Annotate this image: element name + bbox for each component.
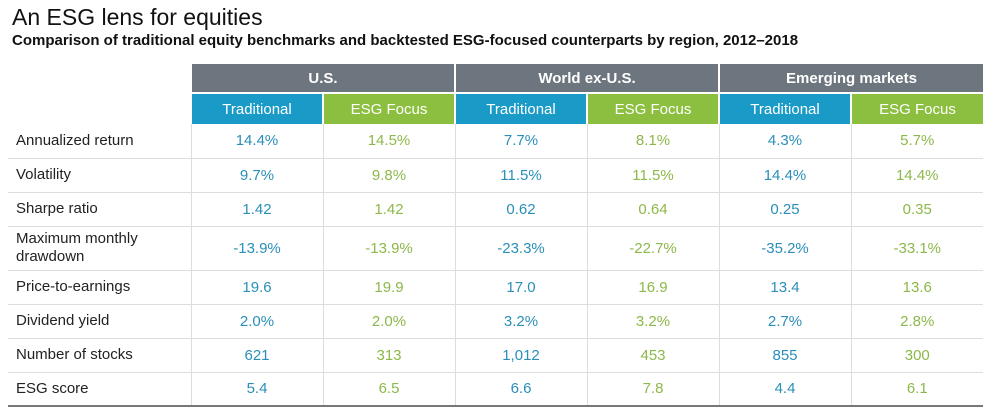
region-header-em: Emerging markets (718, 64, 983, 93)
table-cell: 13.4 (718, 270, 851, 304)
table-cell: 14.4% (850, 158, 983, 192)
row-label: Volatility (16, 166, 72, 183)
table-cell: 6.1 (850, 372, 983, 406)
table-cell: 7.8 (586, 372, 719, 406)
table-row: Sharpe ratio 1.42 1.42 0.62 0.64 0.25 0.35 (8, 192, 983, 226)
table-row: Maximum monthly drawdown -13.9% -13.9% -23.… (8, 226, 983, 270)
table-cell: 4.4 (718, 372, 851, 406)
table-row: Price-to-earnings 19.6 19.9 17.0 16.9 13.4 13.… (8, 270, 983, 304)
table-cell: 9.8% (322, 158, 455, 192)
table-cell: 453 (586, 338, 719, 372)
row-label: Price-to-earnings (16, 278, 131, 295)
table-cell: -22.7% (586, 226, 719, 270)
table-cell: -13.9% (322, 226, 455, 270)
row-label: Number of stocks (16, 346, 133, 363)
table-cell: 17.0 (454, 270, 587, 304)
table-cell: 4.3% (718, 124, 851, 158)
table-cell: 2.0% (322, 304, 455, 338)
table-cell: 0.64 (586, 192, 719, 226)
table-row: Dividend yield 2.0% 2.0% 3.2% 3.2% 2.7% 2.8% (8, 304, 983, 338)
page-subtitle: Comparison of traditional equity benchma… (12, 32, 799, 49)
table-row: Volatility 9.7% 9.8% 11.5% 11.5% 14.4% 14.4% (8, 158, 983, 192)
table-cell: -35.2% (718, 226, 851, 270)
region-header-world: World ex-U.S. (454, 64, 719, 93)
table-cell: 13.6 (850, 270, 983, 304)
table-cell: 2.7% (718, 304, 851, 338)
subheader-esg-focus: ESG Focus (850, 92, 983, 124)
subheader-traditional: Traditional (190, 92, 323, 124)
table-cell: -13.9% (190, 226, 323, 270)
table-cell: -23.3% (454, 226, 587, 270)
table-cell: 14.4% (718, 158, 851, 192)
subheader-esg-focus: ESG Focus (586, 92, 719, 124)
table-cell: 14.4% (190, 124, 323, 158)
table-cell: 0.25 (718, 192, 851, 226)
row-label: ESG score (16, 379, 89, 397)
table-row: Number of stocks 621 313 1,012 453 855 300 (8, 338, 983, 372)
table-cell: 313 (322, 338, 455, 372)
table-cell: 19.9 (322, 270, 455, 304)
subheader-esg-focus: ESG Focus (322, 92, 455, 124)
table-cell: 0.62 (454, 192, 587, 226)
table-cell: 6.6 (454, 372, 587, 406)
table-cell: 855 (718, 338, 851, 372)
table-cell: 1.42 (322, 192, 455, 226)
row-label: Annualized return (16, 131, 134, 149)
table-cell: 16.9 (586, 270, 719, 304)
empty-corner (8, 64, 191, 93)
subheader-traditional: Traditional (718, 92, 851, 124)
empty-corner (8, 93, 191, 124)
table-cell: 621 (190, 338, 323, 372)
row-label: Dividend yield (16, 312, 110, 329)
table-row: Annualized return 14.4% 14.5% 7.7% 8.1% 4.3% 5… (8, 124, 983, 158)
table-cell: 300 (850, 338, 983, 372)
table-cell: 9.7% (190, 158, 323, 192)
region-header-us: U.S. (190, 64, 455, 93)
table-cell: 1.42 (190, 192, 323, 226)
table-cell: 7.7% (454, 124, 587, 158)
table-cell: 19.6 (190, 270, 323, 304)
table-cell: 14.5% (322, 124, 455, 158)
table-cell: 0.35 (850, 192, 983, 226)
table-cell: 2.8% (850, 304, 983, 338)
table-cell: 11.5% (454, 158, 587, 192)
row-label: Maximum monthly drawdown (16, 230, 138, 265)
table-row: ESG score 5.4 6.5 6.6 7.8 4.4 6.1 (8, 372, 983, 406)
esg-comparison-table: U.S. World ex-U.S. Emerging markets Trad… (8, 64, 983, 407)
page-title: An ESG lens for equities (12, 4, 263, 30)
table-cell: -33.1% (850, 226, 983, 270)
table-cell: 6.5 (322, 372, 455, 406)
table-cell: 3.2% (586, 304, 719, 338)
table-cell: 5.4 (190, 372, 323, 406)
table-cell: 5.7% (850, 124, 983, 158)
subheader-traditional: Traditional (454, 92, 587, 124)
table-cell: 1,012 (454, 338, 587, 372)
row-label: Sharpe ratio (16, 200, 98, 217)
table-cell: 8.1% (586, 124, 719, 158)
table-cell: 11.5% (586, 158, 719, 192)
table-cell: 3.2% (454, 304, 587, 338)
table-cell: 2.0% (190, 304, 323, 338)
